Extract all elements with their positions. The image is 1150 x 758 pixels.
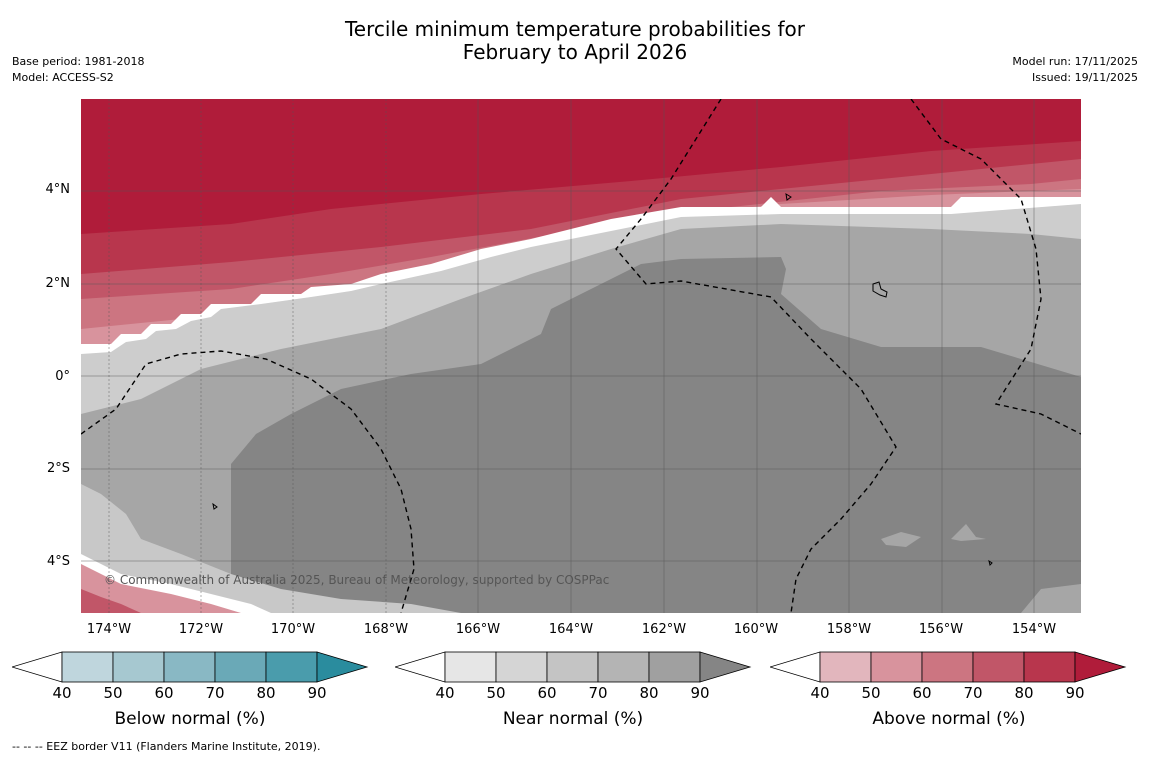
above-legend-swatch-5 xyxy=(1023,651,1076,683)
below-normal-label: Below normal (%) xyxy=(114,709,266,729)
below-legend-low-arrow xyxy=(12,651,63,683)
near-patch xyxy=(881,532,921,547)
below-tick-70: 70 xyxy=(205,684,225,702)
near-band-90 xyxy=(231,257,1081,613)
lon-label-160w: 160°W xyxy=(733,622,779,637)
lon-label-154w: 154°W xyxy=(1011,622,1057,637)
title-line-2: February to April 2026 xyxy=(462,40,688,64)
gridlines xyxy=(81,99,1081,613)
title-line-1: Tercile minimum temperature probabilitie… xyxy=(344,17,806,41)
above-tick-50: 50 xyxy=(861,684,881,702)
above-legend-swatch-4 xyxy=(972,651,1025,683)
below-tick-90: 90 xyxy=(307,684,327,702)
near-legend-swatch-3 xyxy=(546,651,599,683)
above-legend-low-arrow xyxy=(770,651,821,683)
near-legend-swatch-5 xyxy=(648,651,701,683)
above-tick-60: 60 xyxy=(912,684,932,702)
legend-above-normal xyxy=(770,651,1127,683)
near-tick-80: 80 xyxy=(639,684,659,702)
eez-footnote: -- -- -- EEZ border V11 (Flanders Marine… xyxy=(12,740,321,753)
above-tick-70: 70 xyxy=(963,684,983,702)
near-legend-swatch-4 xyxy=(597,651,650,683)
lat-label-0: 0° xyxy=(55,369,70,384)
near-patch-2 xyxy=(951,524,986,541)
meta-left: Base period: 1981-2018 Model: ACCESS-S2 xyxy=(12,54,144,86)
above-tick-80: 80 xyxy=(1014,684,1034,702)
near-legend-swatch-2 xyxy=(495,651,548,683)
below-legend-swatch-4 xyxy=(214,651,267,683)
above-tick-40: 40 xyxy=(810,684,830,702)
below-legend-high-arrow xyxy=(316,651,369,683)
meta-right: Model run: 17/11/2025 Issued: 19/11/2025 xyxy=(1012,54,1138,86)
lon-label-158w: 158°W xyxy=(826,622,872,637)
near-legend-swatch-1 xyxy=(444,651,497,683)
probability-map xyxy=(81,99,1081,613)
near-tick-90: 90 xyxy=(690,684,710,702)
near-patch-3 xyxy=(1021,584,1081,613)
lat-label-2n: 2°N xyxy=(45,276,71,291)
model-name: Model: ACCESS-S2 xyxy=(12,71,114,84)
above-normal-label: Above normal (%) xyxy=(872,709,1026,729)
near-legend-high-arrow xyxy=(699,651,752,683)
below-tick-50: 50 xyxy=(103,684,123,702)
below-tick-80: 80 xyxy=(256,684,276,702)
near-legend-low-arrow xyxy=(395,651,446,683)
near-tick-70: 70 xyxy=(588,684,608,702)
near-tick-60: 60 xyxy=(537,684,557,702)
eez-borders xyxy=(81,99,1081,613)
lon-label-166w: 166°W xyxy=(455,622,501,637)
model-run: Model run: 17/11/2025 xyxy=(1012,55,1138,68)
lat-label-4n: 4°N xyxy=(45,182,71,197)
lon-label-174w: 174°W xyxy=(86,622,132,637)
above-legend-swatch-1 xyxy=(819,651,872,683)
issued-date: Issued: 19/11/2025 xyxy=(1031,71,1138,84)
lon-label-164w: 164°W xyxy=(548,622,594,637)
near-band-60-sw xyxy=(81,484,461,613)
above-band-80-sw xyxy=(81,589,141,613)
near-tick-40: 40 xyxy=(435,684,455,702)
lat-label-4s: 4°S xyxy=(46,554,70,569)
above-legend-swatch-3 xyxy=(921,651,974,683)
below-tick-40: 40 xyxy=(52,684,72,702)
below-legend-swatch-5 xyxy=(265,651,318,683)
lon-label-162w: 162°W xyxy=(641,622,687,637)
below-tick-60: 60 xyxy=(154,684,174,702)
lon-label-172w: 172°W xyxy=(178,622,224,637)
lon-label-170w: 170°W xyxy=(270,622,316,637)
legend-near-normal xyxy=(395,651,752,683)
lon-label-168w: 168°W xyxy=(363,622,409,637)
above-tick-90: 90 xyxy=(1065,684,1085,702)
lon-label-156w: 156°W xyxy=(918,622,964,637)
lat-label-2s: 2°S xyxy=(46,461,70,476)
islands xyxy=(212,193,993,566)
near-normal-label: Near normal (%) xyxy=(502,709,644,729)
below-legend-swatch-2 xyxy=(112,651,165,683)
above-band-60-sw xyxy=(81,564,241,613)
above-legend-high-arrow xyxy=(1074,651,1127,683)
base-period: Base period: 1981-2018 xyxy=(12,55,145,68)
near-tick-50: 50 xyxy=(486,684,506,702)
legend-below-normal xyxy=(12,651,369,683)
map-title: Tercile minimum temperature probabilitie… xyxy=(0,18,1150,64)
copyright-notice: © Commonwealth of Australia 2025, Bureau… xyxy=(104,573,610,587)
below-legend-swatch-3 xyxy=(163,651,216,683)
below-legend-swatch-1 xyxy=(61,651,114,683)
above-legend-swatch-2 xyxy=(870,651,923,683)
